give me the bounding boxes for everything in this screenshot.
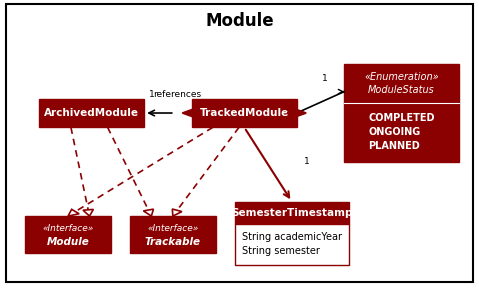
Bar	[344, 64, 458, 162]
Polygon shape	[83, 210, 93, 216]
Bar	[25, 216, 111, 253]
Text: «Enumeration»
ModuleStatus: «Enumeration» ModuleStatus	[364, 72, 439, 95]
Text: 1: 1	[322, 74, 328, 83]
Text: Module: Module	[46, 237, 90, 247]
Bar	[192, 99, 297, 127]
Text: 1: 1	[149, 90, 155, 99]
Bar	[235, 202, 349, 224]
Polygon shape	[287, 110, 306, 116]
Text: 1: 1	[304, 157, 309, 166]
Text: references: references	[154, 90, 202, 99]
Text: «Interface»: «Interface»	[147, 224, 198, 233]
Text: String academicYear
String semester: String academicYear String semester	[242, 232, 342, 256]
Text: ArchivedModule: ArchivedModule	[45, 108, 139, 118]
Polygon shape	[143, 209, 153, 216]
Text: COMPLETED
ONGOING
PLANNED: COMPLETED ONGOING PLANNED	[368, 114, 434, 151]
Polygon shape	[68, 209, 79, 216]
Bar	[130, 216, 216, 253]
Text: «Interface»: «Interface»	[43, 224, 94, 233]
Text: SemesterTimestamp: SemesterTimestamp	[231, 208, 353, 218]
Text: Module: Module	[205, 12, 274, 30]
Polygon shape	[172, 209, 182, 216]
Bar	[39, 99, 144, 127]
Bar	[235, 224, 349, 265]
Text: TrackedModule: TrackedModule	[200, 108, 289, 118]
Polygon shape	[182, 110, 201, 116]
Text: Trackable: Trackable	[145, 237, 201, 247]
